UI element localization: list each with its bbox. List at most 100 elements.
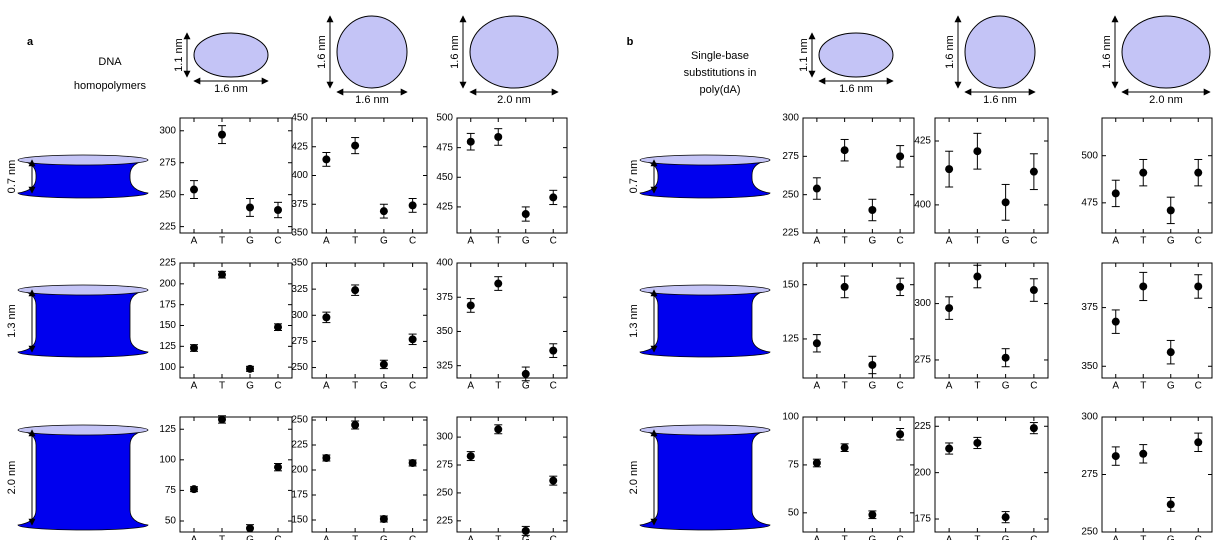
data-point	[190, 485, 198, 494]
nanopore-rim	[17, 154, 149, 166]
y-tick-label: 325	[436, 360, 453, 371]
data-point	[840, 146, 849, 155]
plot-frame	[802, 416, 915, 533]
data-point	[1001, 353, 1010, 362]
x-tick-label: G	[380, 236, 388, 247]
y-tick-label: 175	[291, 490, 308, 501]
data-point	[896, 430, 905, 439]
data-point	[1001, 513, 1010, 522]
pore-length: 0.7 nm	[628, 160, 640, 194]
y-tick-label: 50	[788, 507, 800, 518]
nanopore	[639, 289, 771, 358]
y-tick-label: 250	[291, 415, 308, 426]
panel-title: DNA	[98, 56, 122, 68]
x-tick-label: C	[1195, 535, 1202, 540]
y-tick-label: 225	[159, 221, 176, 232]
y-tick-label: 300	[914, 298, 931, 309]
x-tick-label: C	[274, 381, 281, 392]
molecule-height: 1.1 nm	[798, 38, 810, 72]
nanopore	[639, 429, 771, 531]
data-point	[218, 270, 226, 279]
x-tick-label: G	[246, 381, 254, 392]
y-tick-label: 50	[165, 516, 177, 527]
data-point	[1139, 282, 1148, 291]
data-point	[549, 476, 558, 485]
data-point	[351, 286, 360, 295]
x-tick-label: T	[842, 535, 848, 540]
plot-frame	[311, 117, 428, 234]
data-point	[521, 210, 530, 219]
data-point	[812, 184, 821, 193]
x-tick-label: T	[974, 236, 980, 247]
plot-frame	[1101, 117, 1213, 234]
molecule	[1121, 15, 1211, 89]
data-point	[379, 515, 388, 523]
y-tick-label: 350	[291, 228, 308, 239]
x-tick-label: C	[409, 381, 416, 392]
data-point	[494, 279, 503, 288]
x-tick-label: T	[495, 236, 501, 247]
x-tick-label: A	[946, 381, 953, 392]
nanopore	[639, 159, 771, 199]
plot-frame	[1101, 416, 1213, 533]
x-tick-label: C	[1195, 381, 1202, 392]
y-tick-label: 350	[436, 326, 453, 337]
y-tick-label: 275	[1081, 469, 1098, 480]
data-point	[218, 415, 226, 424]
x-tick-label: C	[550, 535, 557, 540]
x-tick-label: A	[1112, 236, 1119, 247]
data-point	[1139, 168, 1148, 177]
data-point	[973, 438, 982, 447]
x-tick-label: G	[1167, 236, 1175, 247]
plot-frame	[802, 262, 915, 379]
data-point	[190, 185, 198, 194]
molecule-width: 2.0 nm	[1149, 94, 1183, 106]
molecule	[193, 32, 269, 78]
y-tick-label: 350	[291, 258, 308, 269]
plot-frame	[179, 416, 293, 533]
x-tick-label: C	[274, 236, 281, 247]
data-point	[408, 335, 417, 344]
y-tick-label: 425	[914, 136, 931, 147]
data-point	[1111, 317, 1120, 326]
plot-frame	[934, 262, 1049, 379]
panel-title: poly(dA)	[700, 84, 741, 96]
data-point	[274, 463, 282, 472]
x-tick-label: G	[522, 535, 530, 540]
data-point	[246, 364, 254, 373]
y-tick-label: 225	[159, 258, 176, 269]
y-tick-label: 300	[782, 113, 799, 124]
data-point	[494, 132, 503, 141]
y-tick-label: 125	[159, 424, 176, 435]
x-tick-label: G	[522, 236, 530, 247]
y-tick-label: 500	[1081, 150, 1098, 161]
data-point	[322, 454, 331, 462]
x-tick-label: G	[1002, 535, 1010, 540]
y-tick-label: 450	[291, 113, 308, 124]
data-point	[322, 313, 331, 322]
y-tick-label: 300	[1081, 412, 1098, 423]
x-tick-label: T	[219, 381, 225, 392]
data-point	[1111, 189, 1120, 198]
data-point	[351, 421, 360, 429]
x-tick-label: T	[495, 381, 501, 392]
data-point	[408, 201, 417, 210]
nanopore	[17, 429, 149, 531]
x-tick-label: A	[1112, 535, 1119, 540]
y-tick-label: 250	[1081, 527, 1098, 538]
y-tick-label: 75	[788, 460, 800, 471]
data-point	[521, 526, 530, 535]
panel-title: homopolymers	[74, 80, 147, 92]
y-tick-label: 125	[159, 341, 176, 352]
x-tick-label: G	[1002, 381, 1010, 392]
data-point	[1194, 168, 1203, 177]
x-tick-label: T	[352, 535, 358, 540]
y-tick-label: 200	[914, 467, 931, 478]
molecule-height: 1.6 nm	[449, 35, 461, 69]
x-tick-label: G	[380, 381, 388, 392]
plot-frame	[179, 117, 293, 234]
nanopore-rim	[639, 424, 771, 436]
y-tick-label: 400	[436, 258, 453, 269]
panel-letter: b	[627, 36, 634, 48]
data-point	[379, 207, 388, 216]
